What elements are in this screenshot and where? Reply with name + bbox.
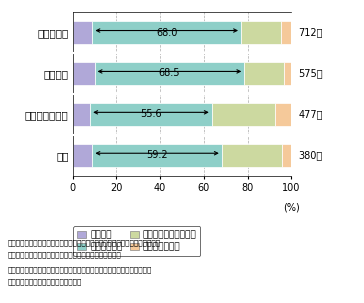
Bar <box>284 62 291 85</box>
Bar <box>73 62 95 85</box>
Text: 68.0: 68.0 <box>156 28 177 38</box>
Bar <box>241 21 281 44</box>
Text: 59.2: 59.2 <box>146 150 168 160</box>
Bar <box>92 144 222 167</box>
Text: 575社: 575社 <box>298 68 323 78</box>
Bar <box>281 21 291 44</box>
Bar <box>73 21 92 44</box>
Text: 477社: 477社 <box>298 109 323 119</box>
Bar <box>73 144 92 167</box>
Text: 68.5: 68.5 <box>159 68 180 78</box>
Text: (%): (%) <box>283 202 300 212</box>
Legend: 実現した, まあ実現した, あまり実現しなかった, 実現しなかった: 実現した, まあ実現した, あまり実現しなかった, 実現しなかった <box>73 226 201 256</box>
Bar <box>212 103 275 126</box>
Bar <box>244 62 284 85</box>
Bar <box>73 103 90 126</box>
Bar <box>275 103 291 126</box>
Text: 資料：帝国データバンク「通商政策の検討のための我が国企業の海外事業: 資料：帝国データバンク「通商政策の検討のための我が国企業の海外事業 <box>7 266 152 273</box>
Bar <box>92 21 241 44</box>
Bar <box>222 144 282 167</box>
Text: 712社: 712社 <box>298 28 323 38</box>
Text: 55.6: 55.6 <box>140 109 162 119</box>
Text: と回答した企業の中で、イノベーションの実現度を集計。: と回答した企業の中で、イノベーションの実現度を集計。 <box>7 251 121 258</box>
Text: 備考：イノベーション活動に「取り組んできた」及び「まあ取り組んできた」: 備考：イノベーション活動に「取り組んできた」及び「まあ取り組んできた」 <box>7 239 161 245</box>
Bar <box>90 103 212 126</box>
Bar <box>95 62 244 85</box>
Text: 380社: 380社 <box>298 150 323 160</box>
Bar <box>282 144 291 167</box>
Text: 戦略に関するアンケート」から作成。: 戦略に関するアンケート」から作成。 <box>7 278 82 285</box>
